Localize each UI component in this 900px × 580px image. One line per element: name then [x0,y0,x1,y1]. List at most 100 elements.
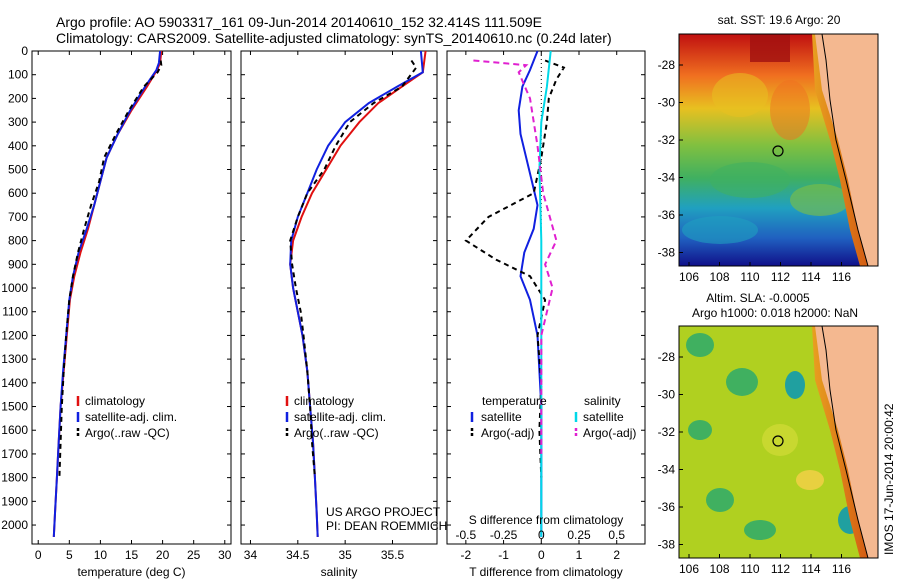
pi-annotation: PI: DEAN ROEMMICH [326,519,447,533]
sla-map [678,325,879,559]
plot-frame [31,50,232,545]
series-line-argo-raw-qc- [58,60,163,478]
map-x-tick-label: 110 [740,270,759,284]
x-tick-label: 34 [244,548,258,562]
x-tick-label: 30 [218,548,232,562]
map-x-tick-label: 114 [801,270,820,284]
sla-map-title2: Argo h1000: 0.018 h2000: NaN [692,306,858,320]
map-x-tick-label: 116 [832,270,851,284]
y-tick-label: 1100 [2,305,28,319]
y-tick-label: 300 [8,115,28,129]
y-tick-label: 900 [8,257,28,271]
legend-entry: Argo(..raw -QC) [85,426,170,440]
series-line-climatology [289,50,427,537]
legend-entry: salinity [584,394,621,408]
map-x-tick-label: 114 [801,562,820,576]
figure-title-line1: Argo profile: AO 5903317_161 09-Jun-2014… [56,14,542,30]
y-tick-label: 1900 [1,494,28,508]
map-y-tick-label: -34 [658,463,676,477]
map-x-tick-label: 110 [740,562,759,576]
y-tick-label: 1800 [1,471,28,485]
map-y-tick-label: -30 [658,388,676,402]
y-tick-label: 600 [8,186,28,200]
legend-entry: Argo(..raw -QC) [294,426,379,440]
series-line-argo-adj- [473,59,558,454]
x-tick-label: 20 [156,548,170,562]
chart-panel-1: 0 5 10 15 20 25 300100200300400500600700800900… [1,44,231,579]
imos-timestamp: IMOS 17-Jun-2014 20:00:42 [882,403,896,555]
series-line-satellite-adj-clim- [289,50,424,537]
figure-title-line2: Climatology: CARS2009. Satellite-adjuste… [56,30,612,46]
map-y-tick-label: -28 [658,350,676,364]
map-x-tick-label: 108 [709,270,729,284]
x-tick-label: 15 [125,548,139,562]
x-axis-label: temperature (deg C) [77,565,185,579]
s-tick-label: -0.25 [490,528,518,542]
legend-entry: satellite-adj. clim. [85,410,177,424]
legend-entry: satellite [481,410,522,424]
x-axis-label: T difference from climatology [469,565,623,579]
y-tick-label: 1400 [1,376,28,390]
chart-panel-2: 34 34.5 35 35.5 salinity climatology satellite… [240,50,447,579]
sst-map [678,33,879,267]
y-tick-label: 400 [8,139,28,153]
y-tick-label: 1500 [1,400,28,414]
y-tick-label: 2000 [1,518,28,532]
series-line-argo-adj- [464,59,566,478]
s-tick-label: 0 [538,528,545,542]
y-tick-label: 1300 [1,352,28,366]
y-tick-label: 1600 [1,423,28,437]
map-y-tick-label: -30 [658,96,676,110]
map-y-tick-label: -38 [658,538,676,552]
map-y-tick-label: -34 [658,171,676,185]
x-tick-label: 0 [35,548,42,562]
s-tick-label: 0.25 [567,528,591,542]
x-tick-label: -2 [461,548,472,562]
x-tick-label: 1 [576,548,583,562]
map-y-tick-label: -28 [658,58,676,72]
project-annotation: US ARGO PROJECT [326,505,441,519]
map-y-tick-label: -36 [658,208,676,222]
map-x-tick-label: 106 [679,562,699,576]
plot-frame [446,50,646,545]
legend-entry: climatology [85,394,145,408]
map-y-tick-label: -38 [658,246,676,260]
s-tick-label: -0.5 [456,528,477,542]
map-y-tick-label: -32 [658,425,676,439]
x-tick-label: 2 [613,548,620,562]
series-line-satellite-adj-clim- [52,50,162,537]
x-tick-label: 5 [66,548,73,562]
y-tick-label: 0 [21,44,28,58]
legend-entry: Argo(-adj) [583,426,636,440]
chart-panel-3: -2 -1 0 1 2 T difference from climatology S di… [446,50,646,579]
y-tick-label: 500 [8,163,28,177]
legend-entry: temperature [482,394,547,408]
map-x-tick-label: 112 [771,270,790,284]
legend-entry: satellite [583,410,624,424]
series-line-satellite [517,50,543,537]
legend-entry: climatology [294,394,354,408]
x-axis-label-top: S difference from climatology [469,513,624,527]
x-tick-label: 25 [187,548,201,562]
sla-map-title1: Altim. SLA: -0.0005 [706,291,810,305]
legend-entry: Argo(-adj) [481,426,534,440]
map-x-tick-label: 106 [679,270,699,284]
s-tick-label: 0.5 [608,528,625,542]
sst-map-title: sat. SST: 19.6 Argo: 20 [718,13,841,27]
x-tick-label: 35 [338,548,352,562]
map-y-tick-label: -36 [658,500,676,514]
y-tick-label: 1700 [1,447,28,461]
series-line-satellite [538,50,552,537]
x-tick-label: 0 [538,548,545,562]
y-tick-label: 100 [8,68,28,82]
series-line-argo-raw-qc- [289,59,418,478]
x-tick-label: 34.5 [286,548,310,562]
y-tick-label: 1200 [1,328,28,342]
y-tick-label: 1000 [1,281,28,295]
map-x-tick-label: 112 [771,562,790,576]
plot-frame [240,50,438,545]
x-tick-label: 10 [94,548,108,562]
x-tick-label: 35.5 [381,548,405,562]
map-x-tick-label: 108 [709,562,729,576]
